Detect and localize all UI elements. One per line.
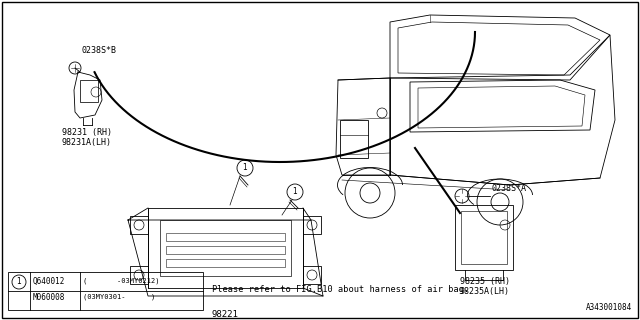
Text: 1: 1 [243,164,248,172]
Text: 1: 1 [17,277,21,286]
Text: 98231 (RH): 98231 (RH) [62,128,112,137]
Bar [148,208,303,288]
Bar [303,216,321,234]
Bar [455,205,513,270]
Bar [166,259,285,267]
Text: 98221: 98221 [212,310,239,319]
Bar [303,266,321,284]
Text: (03MY0301-      ): (03MY0301- ) [83,293,156,300]
Text: 0238S*A: 0238S*A [492,184,527,193]
Bar [340,120,368,158]
Bar [80,80,98,102]
Bar [8,272,203,310]
Text: Please refer to FIG.B10 about harness of air bag.: Please refer to FIG.B10 about harness of… [212,285,469,294]
Text: 98235A(LH): 98235A(LH) [460,287,510,296]
Text: 98231A(LH): 98231A(LH) [62,138,112,147]
Text: 98235 (RH): 98235 (RH) [460,277,510,286]
Text: Q640012: Q640012 [33,277,65,286]
Bar [130,266,148,284]
Bar [160,220,291,276]
Text: 1: 1 [292,188,298,196]
Bar [461,211,507,264]
Text: M060008: M060008 [33,293,65,302]
Text: 0238S*B: 0238S*B [81,46,116,55]
Bar [166,233,285,241]
Text: (       -03MY0212): ( -03MY0212) [83,277,159,284]
Bar [130,216,148,234]
Bar [166,246,285,254]
Text: A343001084: A343001084 [586,303,632,312]
